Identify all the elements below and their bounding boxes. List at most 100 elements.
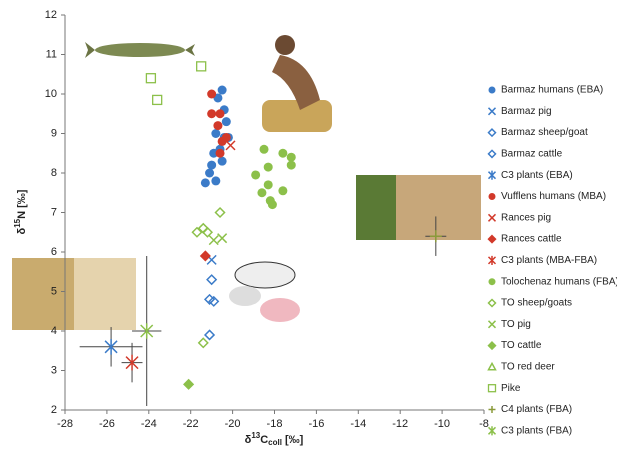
point bbox=[278, 149, 287, 158]
point bbox=[257, 188, 266, 197]
point bbox=[146, 74, 155, 83]
legend-label: Barmaz humans (EBA) bbox=[501, 85, 603, 96]
point bbox=[211, 176, 220, 185]
legend-marker bbox=[489, 150, 496, 157]
grain-picture bbox=[356, 175, 481, 240]
legend-label: Barmaz cattle bbox=[501, 149, 563, 160]
x-tick-label: -10 bbox=[434, 418, 450, 430]
x-tick-label: -20 bbox=[225, 418, 241, 430]
y-tick-label: 9 bbox=[51, 127, 57, 139]
legend-label: TO cattle bbox=[501, 340, 542, 351]
point bbox=[222, 117, 231, 126]
y-tick-label: 10 bbox=[45, 88, 57, 100]
point bbox=[207, 161, 216, 170]
legend-marker bbox=[489, 278, 496, 285]
point bbox=[205, 169, 214, 178]
legend-label: Vufflens humans (MBA) bbox=[501, 191, 606, 202]
point bbox=[216, 208, 225, 217]
y-axis-label: δ15N [‰] bbox=[13, 189, 28, 234]
point bbox=[207, 275, 216, 284]
legend-marker bbox=[489, 171, 496, 180]
point bbox=[251, 170, 260, 179]
x-tick-label: -24 bbox=[141, 418, 157, 430]
legend-label: C3 plants (MBA-FBA) bbox=[501, 255, 597, 266]
pictures bbox=[12, 35, 481, 330]
legend-marker bbox=[489, 129, 496, 136]
point bbox=[287, 153, 296, 162]
point bbox=[199, 338, 208, 347]
legend-marker bbox=[489, 342, 496, 349]
man-picture bbox=[262, 35, 332, 132]
legend-label: TO red deer bbox=[501, 362, 555, 373]
point bbox=[211, 129, 220, 138]
legend-label: C3 plants (EBA) bbox=[501, 170, 573, 181]
y-tick-label: 12 bbox=[45, 9, 57, 21]
point bbox=[184, 380, 193, 389]
point bbox=[205, 330, 214, 339]
point bbox=[218, 86, 227, 95]
legend-marker bbox=[489, 87, 496, 94]
legend-marker bbox=[489, 214, 496, 221]
x-tick-label: -18 bbox=[267, 418, 283, 430]
x-tick-label: -26 bbox=[99, 418, 115, 430]
legend-label: Tolochenaz humans (FBA) bbox=[501, 276, 617, 287]
legend-label: Barmaz sheep/goat bbox=[501, 127, 588, 138]
x-tick-label: -16 bbox=[308, 418, 324, 430]
point bbox=[207, 109, 216, 118]
legend-marker bbox=[489, 236, 496, 243]
point bbox=[213, 121, 222, 130]
legend-label: C3 plants (FBA) bbox=[501, 425, 572, 436]
point bbox=[264, 180, 273, 189]
legend-marker bbox=[489, 363, 496, 369]
x-axis-label: δ13Ccoll [‰] bbox=[245, 431, 304, 447]
legend-label: Pike bbox=[501, 383, 521, 394]
point bbox=[218, 234, 227, 243]
y-tick-label: 2 bbox=[51, 404, 57, 416]
legend-label: Rances pig bbox=[501, 212, 551, 223]
point bbox=[153, 95, 162, 104]
point bbox=[201, 251, 210, 260]
legend-marker bbox=[489, 321, 496, 328]
legend-marker bbox=[489, 300, 496, 307]
animals-picture bbox=[229, 262, 300, 322]
legend-marker bbox=[489, 406, 496, 413]
point bbox=[218, 157, 227, 166]
legend-label: Barmaz pig bbox=[501, 106, 552, 117]
point bbox=[216, 109, 225, 118]
legend-marker bbox=[489, 426, 496, 435]
point bbox=[207, 90, 216, 99]
y-tick-label: 7 bbox=[51, 206, 57, 218]
y-tick-label: 5 bbox=[51, 285, 57, 297]
y-tick-label: 8 bbox=[51, 167, 57, 179]
chart: δ15N [‰] δ13Ccoll [‰] -28 -26 -24 -22 -20 -18… bbox=[0, 0, 617, 454]
y-tick-label: 3 bbox=[51, 364, 57, 376]
x-tick-label: -8 bbox=[479, 418, 489, 430]
y-tick-label: 6 bbox=[51, 246, 57, 258]
legend-label: C4 plants (FBA) bbox=[501, 404, 572, 415]
y-tick-label: 4 bbox=[51, 325, 57, 337]
x-tick-label: -28 bbox=[57, 418, 73, 430]
pike-picture bbox=[85, 42, 195, 58]
x-tick-label: -12 bbox=[392, 418, 408, 430]
point bbox=[260, 145, 269, 154]
point bbox=[201, 178, 210, 187]
point bbox=[197, 62, 206, 71]
legend-marker bbox=[489, 385, 496, 392]
legend-marker bbox=[489, 256, 496, 265]
point bbox=[216, 149, 225, 158]
x-tick-label: -14 bbox=[350, 418, 366, 430]
wheat-picture bbox=[12, 258, 136, 330]
y-tick-label: 11 bbox=[46, 48, 57, 60]
point bbox=[278, 186, 287, 195]
point bbox=[287, 161, 296, 170]
point bbox=[226, 141, 235, 150]
point bbox=[209, 236, 218, 245]
legend-label: Rances cattle bbox=[501, 234, 562, 245]
point bbox=[264, 163, 273, 172]
x-tick-label: -22 bbox=[183, 418, 199, 430]
point bbox=[268, 200, 277, 209]
legend-label: TO sheep/goats bbox=[501, 298, 572, 309]
legend-label: TO pig bbox=[501, 319, 531, 330]
legend-marker bbox=[489, 193, 496, 200]
legend-marker bbox=[489, 108, 496, 115]
